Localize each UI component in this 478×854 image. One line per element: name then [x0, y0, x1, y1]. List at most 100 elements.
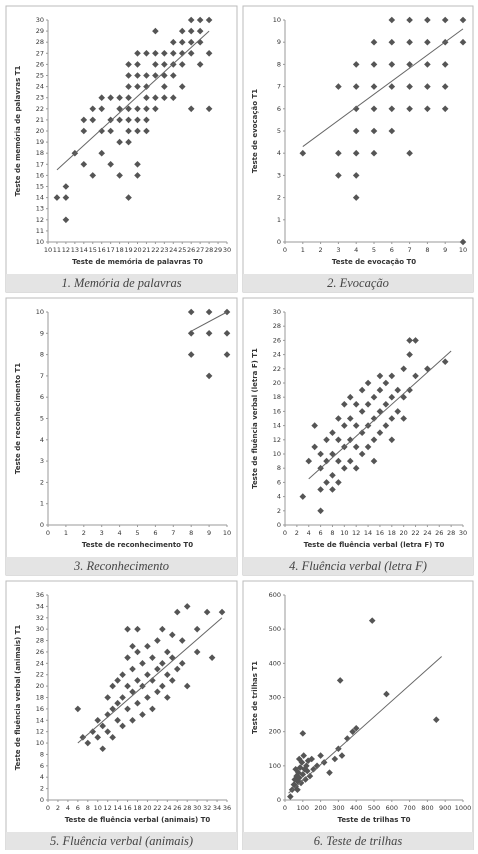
point [376, 386, 384, 394]
point [358, 386, 366, 394]
point [459, 38, 467, 46]
point [406, 351, 413, 358]
point [295, 755, 303, 763]
x-tick-label: 800 [421, 804, 433, 812]
y-tick-label: 28 [273, 322, 281, 330]
x-tick-label: 200 [314, 804, 326, 812]
point [352, 105, 360, 113]
point [116, 138, 123, 146]
point [170, 38, 177, 46]
x-axis-label: Teste de trilhas T0 [337, 816, 410, 824]
x-tick-label: 5 [135, 529, 139, 537]
point [183, 603, 191, 610]
point [223, 330, 231, 337]
point [62, 216, 70, 224]
point [329, 472, 336, 479]
point [441, 105, 449, 113]
point [441, 61, 449, 68]
point [187, 50, 195, 57]
point [154, 688, 161, 696]
point [143, 72, 150, 79]
point [291, 776, 299, 783]
point [406, 16, 413, 24]
point [297, 779, 305, 787]
point [370, 105, 378, 113]
point [308, 755, 315, 763]
point [382, 422, 390, 429]
point [154, 665, 161, 673]
point [406, 105, 413, 113]
x-axis-label: Teste de fluência verbal (letra F) T0 [304, 541, 445, 549]
point [424, 83, 431, 90]
point [84, 739, 92, 747]
x-tick-label: 6 [76, 804, 80, 812]
y-tick-label: 11 [36, 227, 44, 235]
y-tick-label: 17 [36, 160, 44, 168]
x-tick-label: 4 [354, 246, 358, 254]
x-tick-label: 9 [207, 529, 211, 537]
x-tick-label: 3 [100, 529, 104, 537]
y-tick-label: 18 [36, 149, 44, 157]
point [382, 401, 390, 408]
point [107, 127, 114, 135]
point [370, 393, 378, 401]
point [161, 61, 168, 68]
point [400, 415, 407, 422]
point [164, 694, 171, 701]
x-tick-label: 29 [214, 246, 222, 254]
y-tick-label: 18 [36, 694, 44, 702]
y-tick-label: 10 [36, 739, 44, 747]
point [164, 671, 171, 679]
point [169, 631, 176, 639]
point [203, 608, 211, 616]
y-tick-label: 8 [277, 60, 281, 68]
point [152, 27, 159, 35]
point [173, 665, 181, 673]
y-tick-label: 15 [36, 183, 44, 191]
x-tick-label: 14 [80, 246, 88, 254]
point [183, 682, 191, 690]
point [161, 72, 168, 79]
x-tick-label: 12 [62, 246, 70, 254]
point [187, 27, 195, 35]
point [218, 608, 226, 616]
point [364, 443, 372, 451]
point [329, 429, 336, 436]
point [406, 61, 413, 68]
x-tick-label: 4 [307, 529, 311, 537]
y-tick-label: 1 [40, 500, 44, 508]
x-tick-label: 7 [408, 246, 412, 254]
point [341, 422, 348, 429]
point [53, 194, 61, 201]
x-tick-label: 5 [372, 246, 376, 254]
point [223, 351, 231, 358]
point [129, 688, 136, 696]
x-tick-label: 22 [151, 246, 159, 254]
point [370, 457, 378, 465]
point [305, 457, 313, 465]
point [134, 50, 141, 57]
point [125, 138, 132, 146]
x-tick-label: 10 [94, 804, 102, 812]
y-tick-label: 10 [273, 450, 281, 458]
point [352, 422, 360, 429]
point [424, 105, 431, 113]
y-tick-label: 21 [36, 116, 44, 124]
x-axis-label: Teste de fluência verbal (animais) T0 [65, 816, 211, 824]
point [114, 677, 121, 684]
caption-bar [243, 274, 473, 292]
point [298, 759, 306, 766]
x-tick-label: 0 [46, 804, 50, 812]
x-tick-label: 900 [439, 804, 451, 812]
point [149, 705, 156, 713]
point [193, 625, 201, 633]
y-tick-label: 3 [40, 457, 44, 465]
point [338, 752, 346, 759]
point [412, 372, 419, 380]
y-tick-label: 600 [269, 591, 281, 599]
y-tick-label: 20 [36, 682, 44, 690]
point [139, 682, 146, 690]
x-tick-label: 700 [403, 804, 415, 812]
y-tick-label: 2 [40, 478, 44, 486]
y-axis-label: Teste de reconhecimento T1 [14, 363, 22, 474]
